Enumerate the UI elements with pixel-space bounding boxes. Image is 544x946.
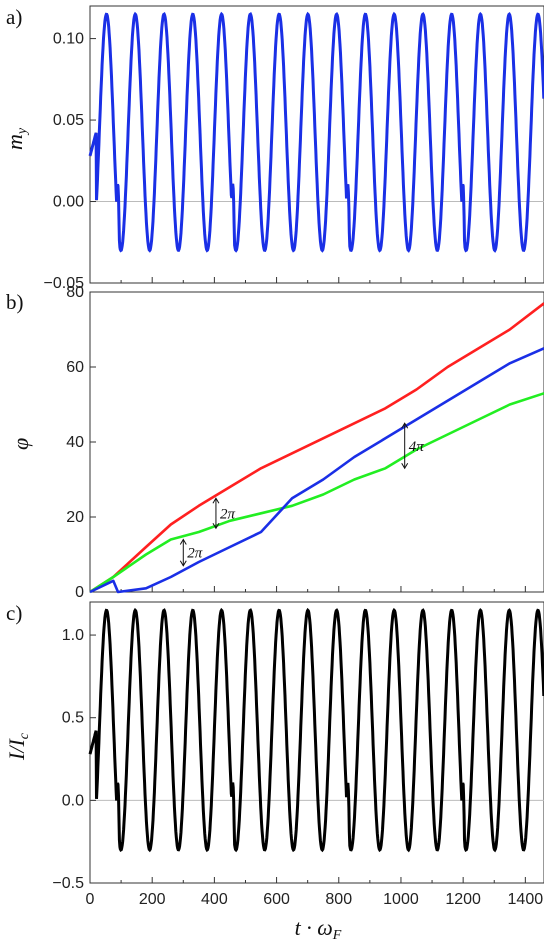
- panel-c: c) I/Ic −0.5 0.0 0.5 1.0 0 200 400 600 800 1000 12…: [4, 601, 544, 943]
- annotation-label: 2π: [220, 506, 236, 522]
- annotation-arrowhead: [212, 522, 220, 530]
- annotation-label: 4π: [409, 439, 425, 455]
- y-tick-label: 0.5: [62, 710, 84, 727]
- annotation-arrowhead: [212, 497, 220, 504]
- x-tick-label: 800: [325, 891, 352, 908]
- y-tick-label: 60: [66, 359, 84, 376]
- plot-frame: [89, 5, 544, 284]
- series-line-green: [89, 392, 544, 594]
- annotation-arrowhead: [401, 422, 409, 429]
- x-tick-label: 1400: [508, 891, 544, 908]
- x-tick-label: 1000: [383, 891, 419, 908]
- y-tick-label: 80: [66, 284, 84, 301]
- y-tick-label: 0: [75, 584, 84, 601]
- series-line-blue: [89, 347, 544, 594]
- y-tick-label: −0.05: [44, 275, 85, 292]
- panel-b-label: b): [6, 290, 24, 314]
- annotation-arrowhead: [179, 538, 187, 545]
- panel-a-plot-area: −0.05 0.00 0.05 0.10: [44, 5, 544, 292]
- x-tick-label: 0: [86, 891, 95, 908]
- y-tick-label: −0.5: [52, 875, 84, 892]
- panel-b-ylabel: φ: [8, 438, 33, 450]
- x-tick-label: 400: [201, 891, 228, 908]
- panel-b: b) φ 0 20 40 60 80 2π 2π 4π: [6, 284, 544, 601]
- annotation-label: 2π: [187, 546, 203, 562]
- x-tick-label: 1200: [445, 891, 481, 908]
- annotation-arrowhead: [401, 462, 409, 470]
- panel-a-label: a): [6, 5, 22, 29]
- y-tick-label: 20: [66, 509, 84, 526]
- y-tick-label: 1.0: [62, 627, 84, 644]
- y-tick-label: 0.10: [53, 31, 84, 48]
- panel-c-ylabel: I/Ic: [4, 732, 32, 761]
- panel-a-ylabel: my: [2, 127, 30, 150]
- panel-b-plot-area: 0 20 40 60 80 2π 2π 4π: [66, 284, 544, 601]
- x-tick-label: 200: [139, 891, 166, 908]
- series-line-black: [88, 607, 544, 853]
- y-tick-label: 0.0: [62, 792, 84, 809]
- x-tick-label: 600: [263, 891, 290, 908]
- series-line-blue: [88, 11, 544, 253]
- panel-c-label: c): [6, 601, 22, 625]
- y-tick-label: 40: [66, 434, 84, 451]
- y-tick-label: 0.00: [53, 194, 84, 211]
- panel-c-plot-area: −0.5 0.0 0.5 1.0 0 200 400 600 800 1000 1200 1400: [52, 601, 544, 908]
- annotation-arrowhead: [179, 560, 187, 567]
- y-tick-label: 0.05: [53, 112, 84, 129]
- plot-frame: [89, 601, 544, 884]
- series-line-red: [89, 302, 544, 594]
- panel-a: a) my −0.05 0.00 0.05 0.10: [2, 5, 544, 292]
- panel-c-xlabel: t · ωF: [295, 915, 342, 943]
